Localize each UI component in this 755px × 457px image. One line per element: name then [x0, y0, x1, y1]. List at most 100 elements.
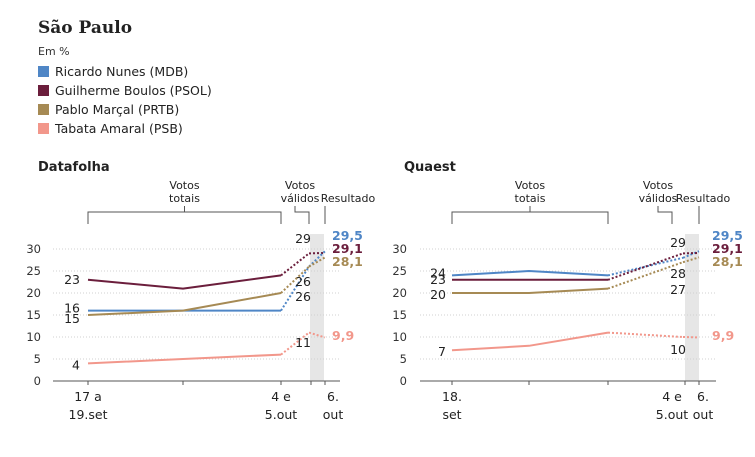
chart2-result-label-nunes: 29,5: [712, 228, 743, 243]
chart2-ytick-label: 15: [392, 308, 407, 322]
chart2-annotation-valid: Votos: [643, 179, 673, 192]
chart1-start-label-marcal: 15: [64, 311, 80, 326]
chart2-start-label-tabata: 7: [438, 344, 446, 359]
chart2-annotation-valid: válidos: [639, 192, 678, 205]
chart1-ytick-label: 30: [26, 242, 41, 256]
chart2-xtick-label: 18.: [442, 389, 462, 404]
chart2-ytick-label: 10: [392, 330, 407, 344]
chart2-xtick-label: 5.out: [656, 407, 688, 422]
chart2-start-label-boulos: 23: [430, 272, 446, 287]
chart1-xtick-label: 4 e: [271, 389, 291, 404]
chart1-result-label-marcal: 28,1: [332, 254, 363, 269]
chart1-annotation-total: totais: [169, 192, 200, 205]
chart2-ytick-label: 30: [392, 242, 407, 256]
chart2-start-label-marcal: 20: [430, 287, 446, 302]
chart2-dashed-boulos: [607, 252, 684, 281]
chart1-line-boulos: [87, 274, 282, 290]
chart2-result-band: [685, 234, 699, 381]
legend-label-nunes: Ricardo Nunes (MDB): [55, 64, 189, 79]
chart1-annotation-result: Resultado: [321, 192, 376, 205]
chart1-valid-label-tabata: 11: [295, 335, 311, 350]
chart1-ytick-label: 5: [34, 352, 41, 366]
chart1-xtick-label: 19.set: [69, 407, 108, 422]
chart2-valid-bracket: [657, 206, 673, 224]
chart1-ytick-label: 10: [26, 330, 41, 344]
chart1-xtick-label: 17 a: [74, 389, 102, 404]
chart1-result-label-nunes: 29,5: [332, 228, 363, 243]
chart1-dashed-result-tabata: [308, 331, 326, 339]
chart2-total-bracket: [451, 211, 609, 224]
chart1-start-label-nunes: 16: [64, 301, 80, 316]
chart1-ytick-label: 20: [26, 286, 41, 300]
chart2-result-label-boulos: 29,1: [712, 241, 743, 256]
chart2-valid-label-tabata: 10: [670, 342, 686, 357]
chart1-ytick-label: 25: [26, 264, 41, 278]
chart1-dashed-nunes: [280, 266, 310, 312]
chart1-start-label-tabata: 4: [72, 357, 80, 372]
legend-label-tabata: Tabata Amaral (PSB): [55, 121, 183, 136]
chart2-dashed-result-nunes: [682, 250, 700, 259]
chart1-result-label-boulos: 29,1: [332, 241, 363, 256]
chart1-annotation-valid: Votos: [285, 179, 315, 192]
chart1-valid-bracket: [294, 206, 310, 224]
chart2-ytick-label: 25: [392, 264, 407, 278]
chart2-valid-label-marcal: 27: [670, 282, 686, 297]
legend-item-nunes: Ricardo Nunes (MDB): [38, 62, 212, 81]
chart1-annotation-total: Votos: [169, 179, 199, 192]
chart1-ytick-label: 0: [34, 374, 41, 388]
chart1-total-bracket: [87, 211, 282, 224]
chart2-xtick-label: out: [693, 407, 714, 422]
chart2-dashed-nunes: [607, 256, 684, 277]
chart2-annotation-result: Resultado: [676, 192, 731, 205]
chart2-dashed-marcal: [607, 261, 684, 290]
chart2-line-marcal: [452, 287, 609, 294]
chart1-line-marcal: [87, 292, 282, 316]
chart2-result-label-tabata: 9,9: [712, 328, 734, 343]
legend-item-boulos: Guilherme Boulos (PSOL): [38, 81, 212, 100]
chart2-annotation-total: totais: [515, 192, 546, 205]
chart1-dashed-marcal: [280, 265, 310, 294]
chart1-xtick-label: out: [323, 407, 344, 422]
legend-swatch-marcal: [38, 104, 49, 115]
chart1-annotation-valid: válidos: [281, 192, 320, 205]
chart2-start-label-nunes: 24: [430, 265, 446, 280]
legend-item-marcal: Pablo Marçal (PRTB): [38, 100, 212, 119]
legend-label-marcal: Pablo Marçal (PRTB): [55, 102, 180, 117]
chart2-dashed-tabata: [607, 331, 684, 338]
page-title: São Paulo: [38, 18, 133, 38]
chart1-title: Datafolha: [38, 160, 110, 175]
chart2-title: Quaest: [404, 160, 456, 175]
chart2-xtick-label: 4 e: [662, 389, 682, 404]
chart1-valid-label-boulos: 29: [295, 231, 311, 246]
legend-swatch-boulos: [38, 85, 49, 96]
chart1-valid-label-marcal: 26: [295, 289, 311, 304]
chart1-valid-label-nunes: 26: [295, 274, 311, 289]
chart1-xtick-label: 6.: [327, 389, 339, 404]
chart1-ytick-label: 15: [26, 308, 41, 322]
chart2-valid-label-boulos: 29: [670, 235, 686, 250]
chart1-dashed-boulos: [280, 252, 310, 277]
unit-label: Em %: [38, 45, 70, 58]
legend-label-boulos: Guilherme Boulos (PSOL): [55, 83, 212, 98]
chart1-dashed-result-marcal: [308, 256, 326, 268]
chart1-xtick-label: 5.out: [265, 407, 297, 422]
chart2-line-tabata: [451, 331, 609, 352]
chart2-dashed-result-marcal: [682, 256, 700, 264]
chart1-dashed-tabata: [280, 331, 310, 356]
legend-item-tabata: Tabata Amaral (PSB): [38, 119, 212, 138]
chart1-result-label-tabata: 9,9: [332, 328, 354, 343]
chart2-annotation-total: Votos: [515, 179, 545, 192]
legend-swatch-nunes: [38, 66, 49, 77]
chart1-start-label-boulos: 23: [64, 272, 80, 287]
chart2-line-nunes: [451, 270, 609, 277]
chart2-result-label-marcal: 28,1: [712, 254, 743, 269]
legend: Ricardo Nunes (MDB) Guilherme Boulos (PS…: [38, 62, 212, 138]
chart2-ytick-label: 20: [392, 286, 407, 300]
chart2-valid-label-nunes: 28: [670, 266, 686, 281]
chart2-ytick-label: 5: [400, 352, 407, 366]
chart2-ytick-label: 0: [400, 374, 407, 388]
chart1-line-tabata: [87, 353, 282, 365]
legend-swatch-tabata: [38, 123, 49, 134]
chart2-xtick-label: 6.: [697, 389, 709, 404]
